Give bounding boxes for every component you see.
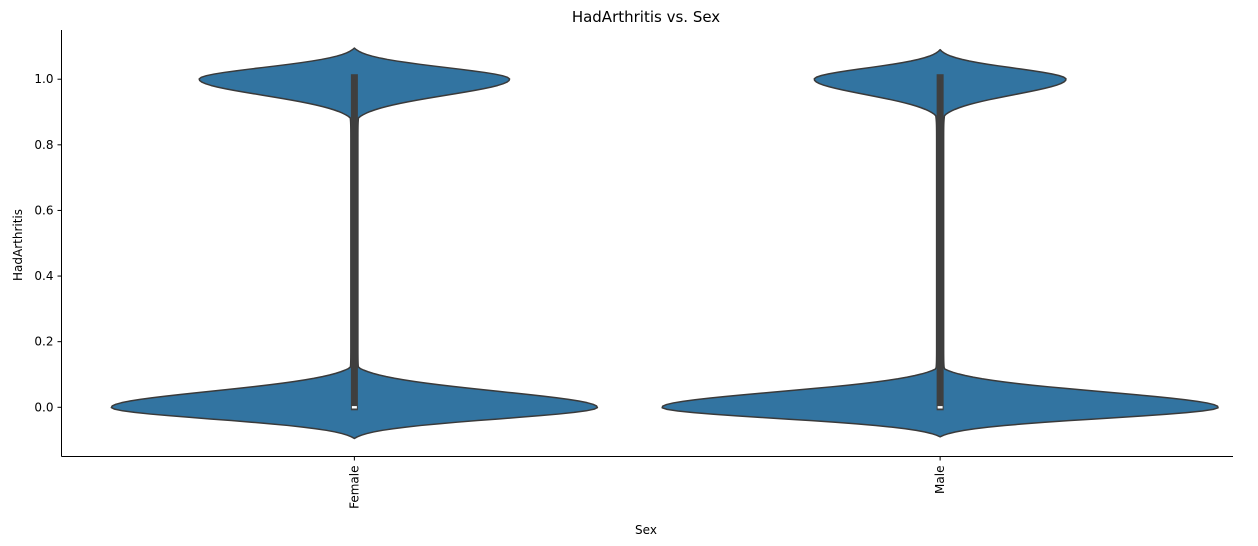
y-ticks: 0.0 0.2 0.4 0.6 0.8 1.0	[34, 72, 62, 414]
chart-title: HadArthritis vs. Sex	[572, 8, 720, 26]
x-tick-label-male: Male	[933, 466, 947, 494]
median-marker-male	[937, 406, 943, 409]
x-ticks: Female Male	[347, 456, 947, 509]
y-tick-label: 0.6	[34, 203, 53, 217]
x-axis-label: Sex	[635, 523, 657, 537]
violin-group	[110, 47, 1219, 440]
y-tick-label: 0.0	[34, 400, 53, 414]
median-marker-female	[351, 406, 357, 409]
y-tick-label: 0.2	[34, 335, 53, 349]
y-axis-label: HadArthritis	[11, 209, 25, 281]
x-tick-label-female: Female	[347, 466, 361, 509]
y-tick-label: 0.8	[34, 138, 53, 152]
y-tick-label: 0.4	[34, 269, 53, 283]
box-group	[350, 74, 944, 411]
y-tick-label: 1.0	[34, 72, 53, 86]
